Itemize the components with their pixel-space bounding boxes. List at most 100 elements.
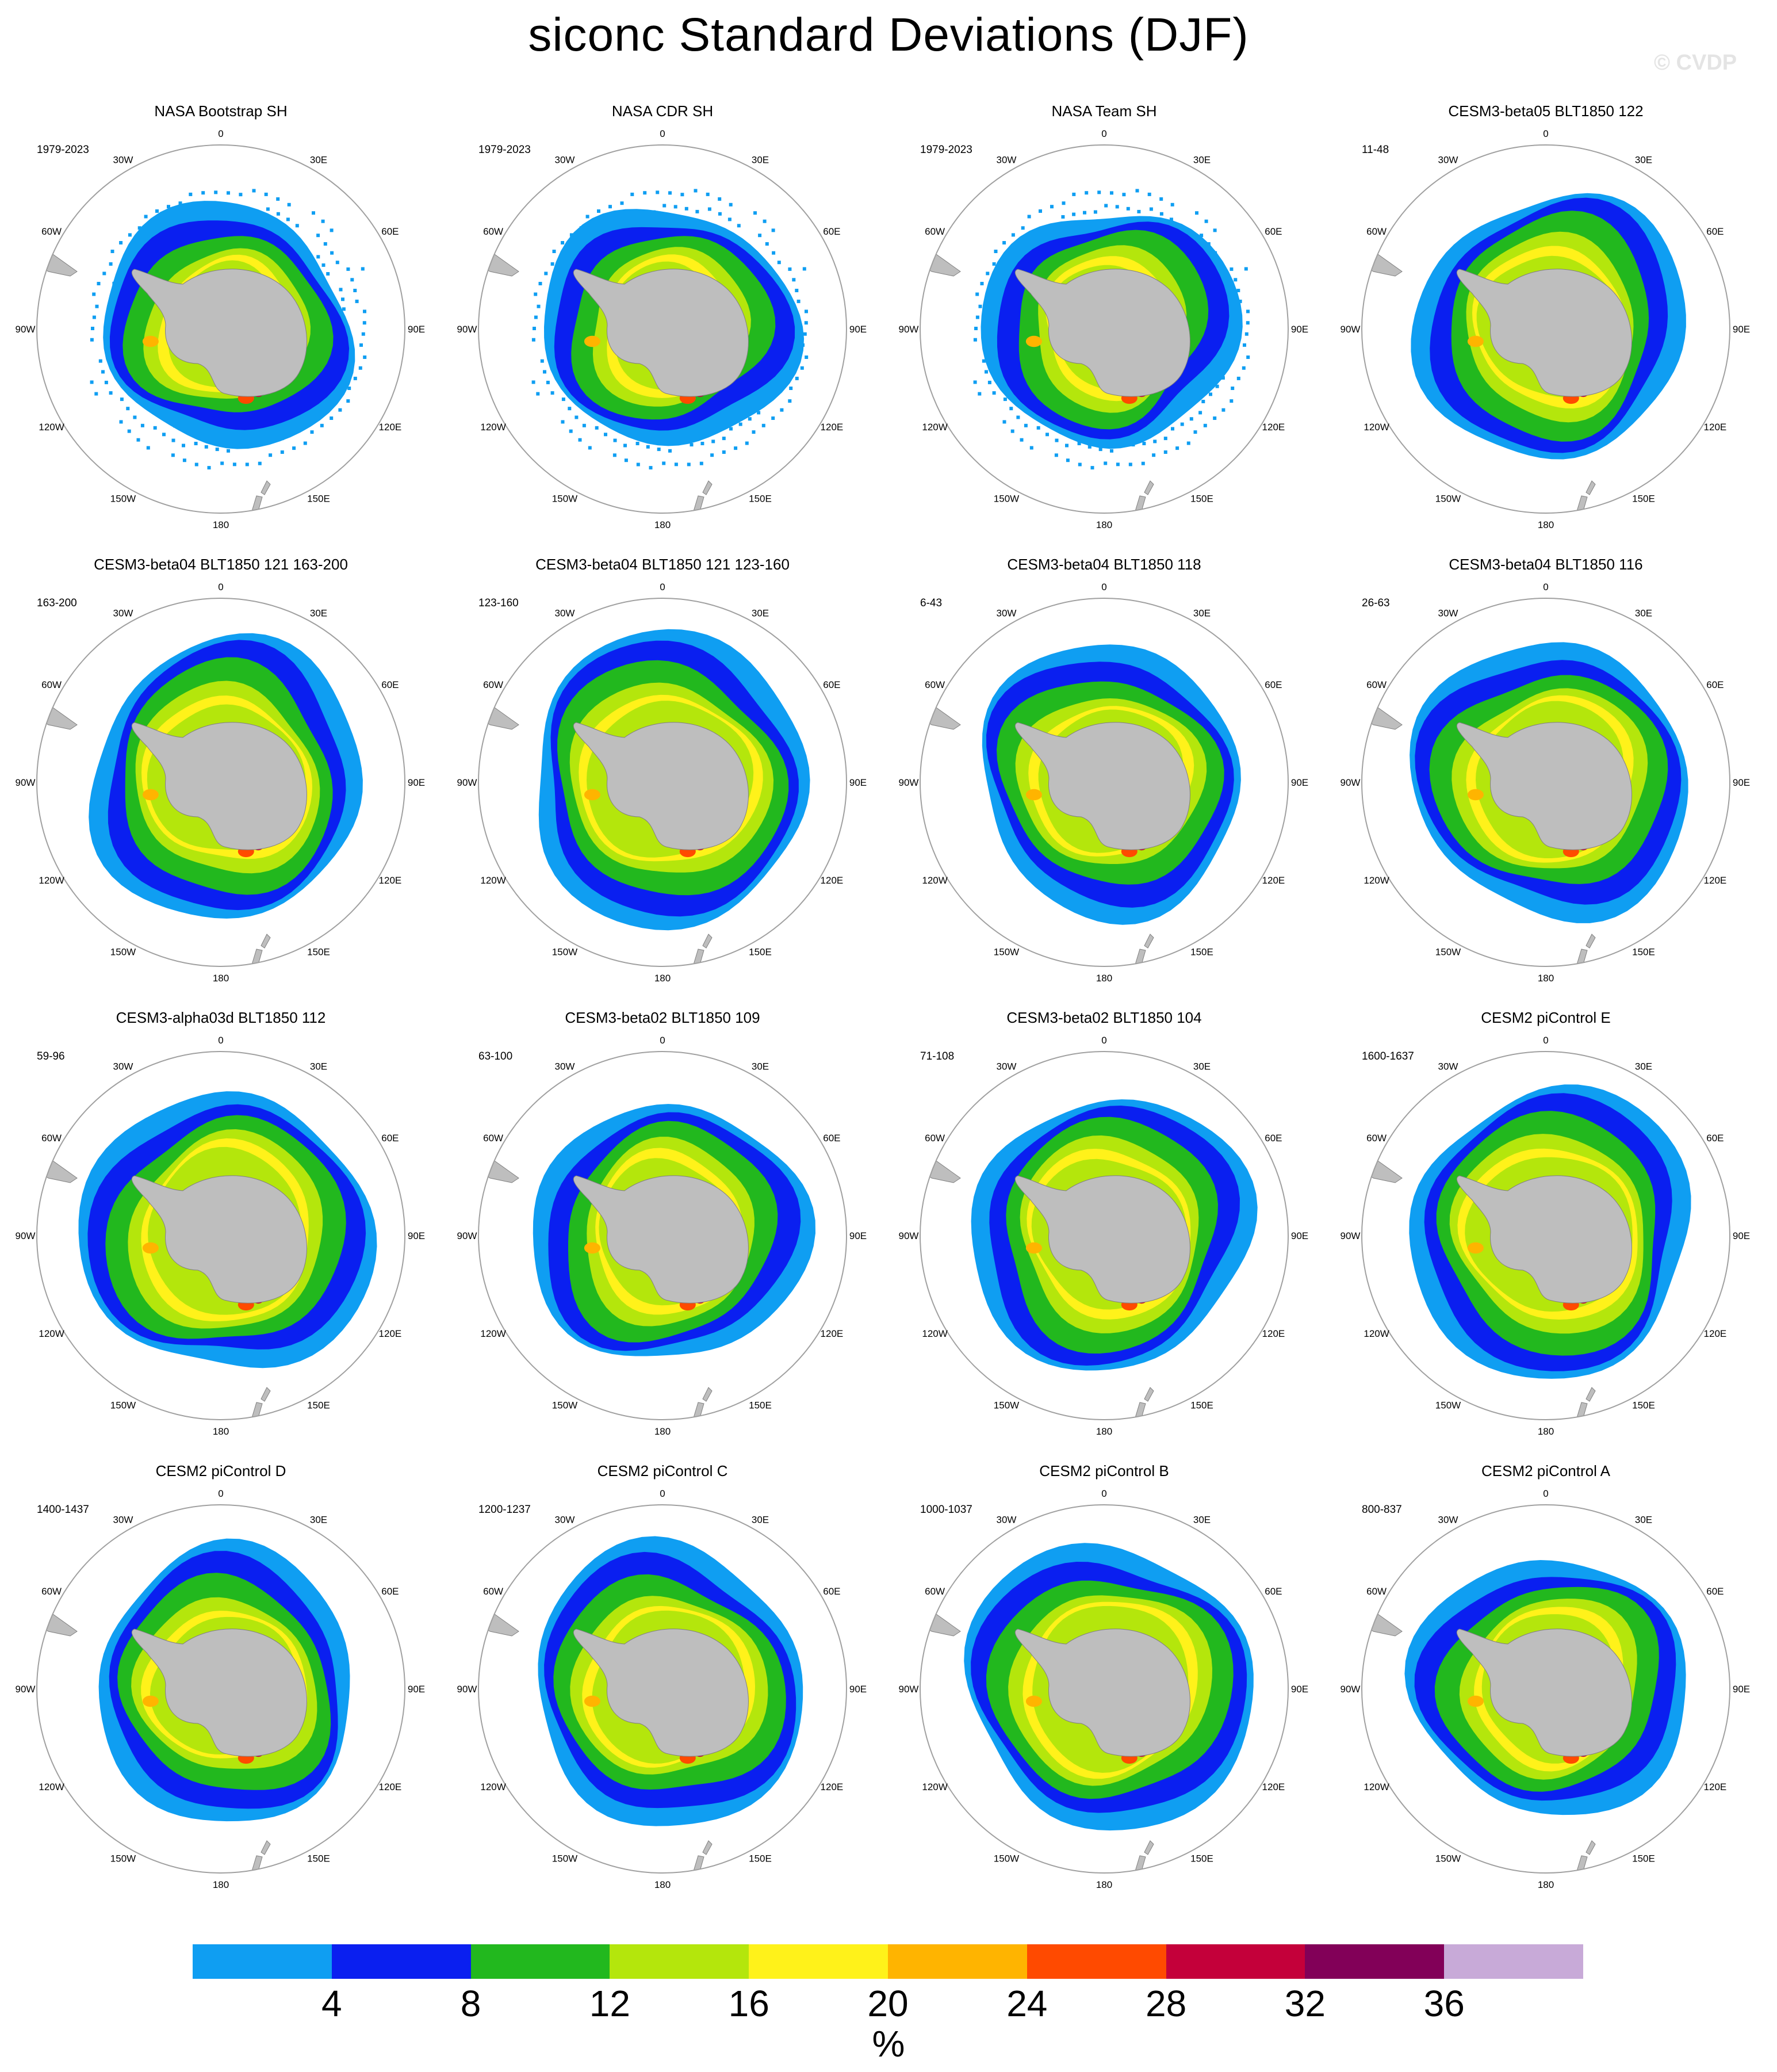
longitude-label: 60E	[1706, 679, 1724, 690]
ice-pixel	[1093, 210, 1097, 214]
ice-pixel	[97, 282, 101, 285]
antarctica-landmass	[1456, 1175, 1632, 1303]
panel-years: 1600-1637	[1362, 1050, 1414, 1062]
ice-pixel	[1104, 204, 1108, 208]
ice-pixel	[974, 327, 978, 330]
longitude-label: 180	[1538, 1426, 1554, 1437]
longitude-label: 90E	[1291, 324, 1308, 335]
ice-pixel	[758, 234, 762, 238]
antarctica-landmass	[131, 1628, 307, 1757]
panel-title: CESM3-beta04 BLT1850 121 123-160	[535, 556, 790, 573]
polar-map: 0 30E 60E 90E 120E 150E 180 150W 120W 90W 60W 30W	[16, 1488, 426, 1890]
ice-pixel	[153, 426, 157, 430]
panel-years: 11-48	[1362, 144, 1389, 156]
ice-pixel	[167, 205, 170, 209]
south-america-landmass	[920, 242, 961, 277]
new-zealand-landmass	[691, 1840, 713, 1873]
ice-pixel	[1054, 453, 1058, 457]
ice-pixel	[687, 462, 691, 467]
ice-pixel	[1159, 197, 1163, 201]
longitude-label: 120W	[922, 1328, 947, 1339]
ice-pixel	[771, 416, 775, 420]
ice-pixel	[133, 415, 137, 419]
ice-pixel	[101, 370, 105, 374]
ice-pixel	[194, 442, 198, 445]
ice-pixel	[795, 289, 799, 292]
ice-pixel	[561, 241, 565, 244]
longitude-label: 120E	[821, 1782, 844, 1792]
panel-grid: 0 30E 60E 90E 120E 150E 180 150W 120W 90W 60W 30W NA…	[16, 102, 1767, 1890]
ice-pixel	[980, 282, 984, 285]
longitude-label: 120E	[379, 422, 402, 433]
longitude-label: 60E	[381, 679, 399, 690]
new-zealand-landmass	[249, 1387, 271, 1420]
ice-pixel	[772, 251, 776, 255]
antarctica-landmass	[1456, 722, 1632, 850]
longitude-label: 30E	[1635, 608, 1652, 619]
ice-pixel	[1213, 228, 1217, 232]
ice-pixel	[144, 215, 148, 219]
sea-ice-field	[1362, 1560, 1686, 1873]
longitude-label: 150E	[1632, 1400, 1655, 1410]
longitude-label: 60E	[1706, 1586, 1724, 1597]
map-frame	[36, 1504, 405, 1874]
ice-pixel	[1087, 445, 1092, 449]
longitude-label: 150E	[1632, 946, 1655, 957]
new-zealand-landmass	[249, 934, 271, 966]
ice-pixel	[1242, 366, 1246, 370]
ice-pixel	[630, 192, 634, 196]
ice-pixel	[90, 380, 94, 384]
longitude-label: 90W	[16, 324, 36, 335]
ice-pixel	[1072, 192, 1076, 196]
ice-pixel	[792, 278, 796, 282]
new-zealand-landmass	[691, 934, 713, 966]
polar-map: 0 30E 60E 90E 120E 150E 180 150W 120W 90W 60W 30W	[899, 1488, 1309, 1890]
longitude-label: 120E	[1704, 422, 1727, 433]
ice-pixel	[978, 304, 982, 308]
longitude-label: 150E	[749, 493, 772, 504]
ice-pixel	[1110, 191, 1113, 195]
longitude-label: 150E	[1190, 946, 1213, 957]
ice-pixel	[1200, 234, 1204, 238]
sea-ice-field	[37, 633, 363, 966]
ice-pixel	[992, 391, 996, 395]
variability-hotspot	[1025, 1695, 1042, 1707]
ice-pixel	[1201, 400, 1205, 403]
ice-pixel	[353, 289, 357, 292]
polar-map: 0 30E 60E 90E 120E 150E 180 150W 120W 90W 60W 30W	[16, 1035, 426, 1437]
ice-pixel	[303, 441, 307, 445]
longitude-label: 120E	[1704, 875, 1727, 886]
longitude-label: 90E	[1291, 777, 1308, 788]
ice-pixel	[1246, 309, 1250, 314]
panel-title: NASA Team SH	[1051, 102, 1157, 120]
ice-pixel	[207, 466, 211, 470]
colorbar-box	[610, 1944, 749, 1979]
ice-pixel	[646, 445, 650, 449]
longitude-label: 150W	[1435, 1400, 1461, 1410]
ice-pixel	[310, 430, 314, 434]
ice-pixel	[140, 423, 144, 427]
ice-pixel	[1193, 430, 1197, 434]
ice-pixel	[120, 397, 124, 402]
ice-pixel	[788, 399, 792, 403]
longitude-label: 120W	[39, 1328, 64, 1339]
ice-pixel	[1171, 427, 1174, 431]
ice-pixel	[1221, 376, 1225, 380]
longitude-label: 180	[213, 1426, 229, 1437]
ice-pixel	[232, 462, 236, 467]
ice-pixel	[729, 202, 733, 207]
ice-pixel	[361, 332, 365, 336]
ice-pixel	[1209, 392, 1212, 396]
colorbar-tick-label: 12	[589, 1983, 630, 2024]
south-america-landmass	[478, 242, 519, 277]
panel-title: CESM2 piControl E	[1481, 1009, 1611, 1026]
map-panel: 0 30E 60E 90E 120E 150E 180 150W 120W 90W 60W 30W CE…	[1325, 102, 1767, 557]
longitude-label: 60W	[1366, 679, 1387, 690]
map-panel: 0 30E 60E 90E 120E 150E 180 150W 120W 90W 60W 30W NA…	[883, 102, 1325, 557]
longitude-label: 180	[1538, 1879, 1554, 1890]
longitude-label: 60W	[483, 1133, 503, 1144]
ice-pixel	[1021, 226, 1025, 230]
longitude-label: 90W	[899, 324, 919, 335]
ice-pixel	[1137, 209, 1141, 213]
ice-pixel	[643, 191, 647, 195]
